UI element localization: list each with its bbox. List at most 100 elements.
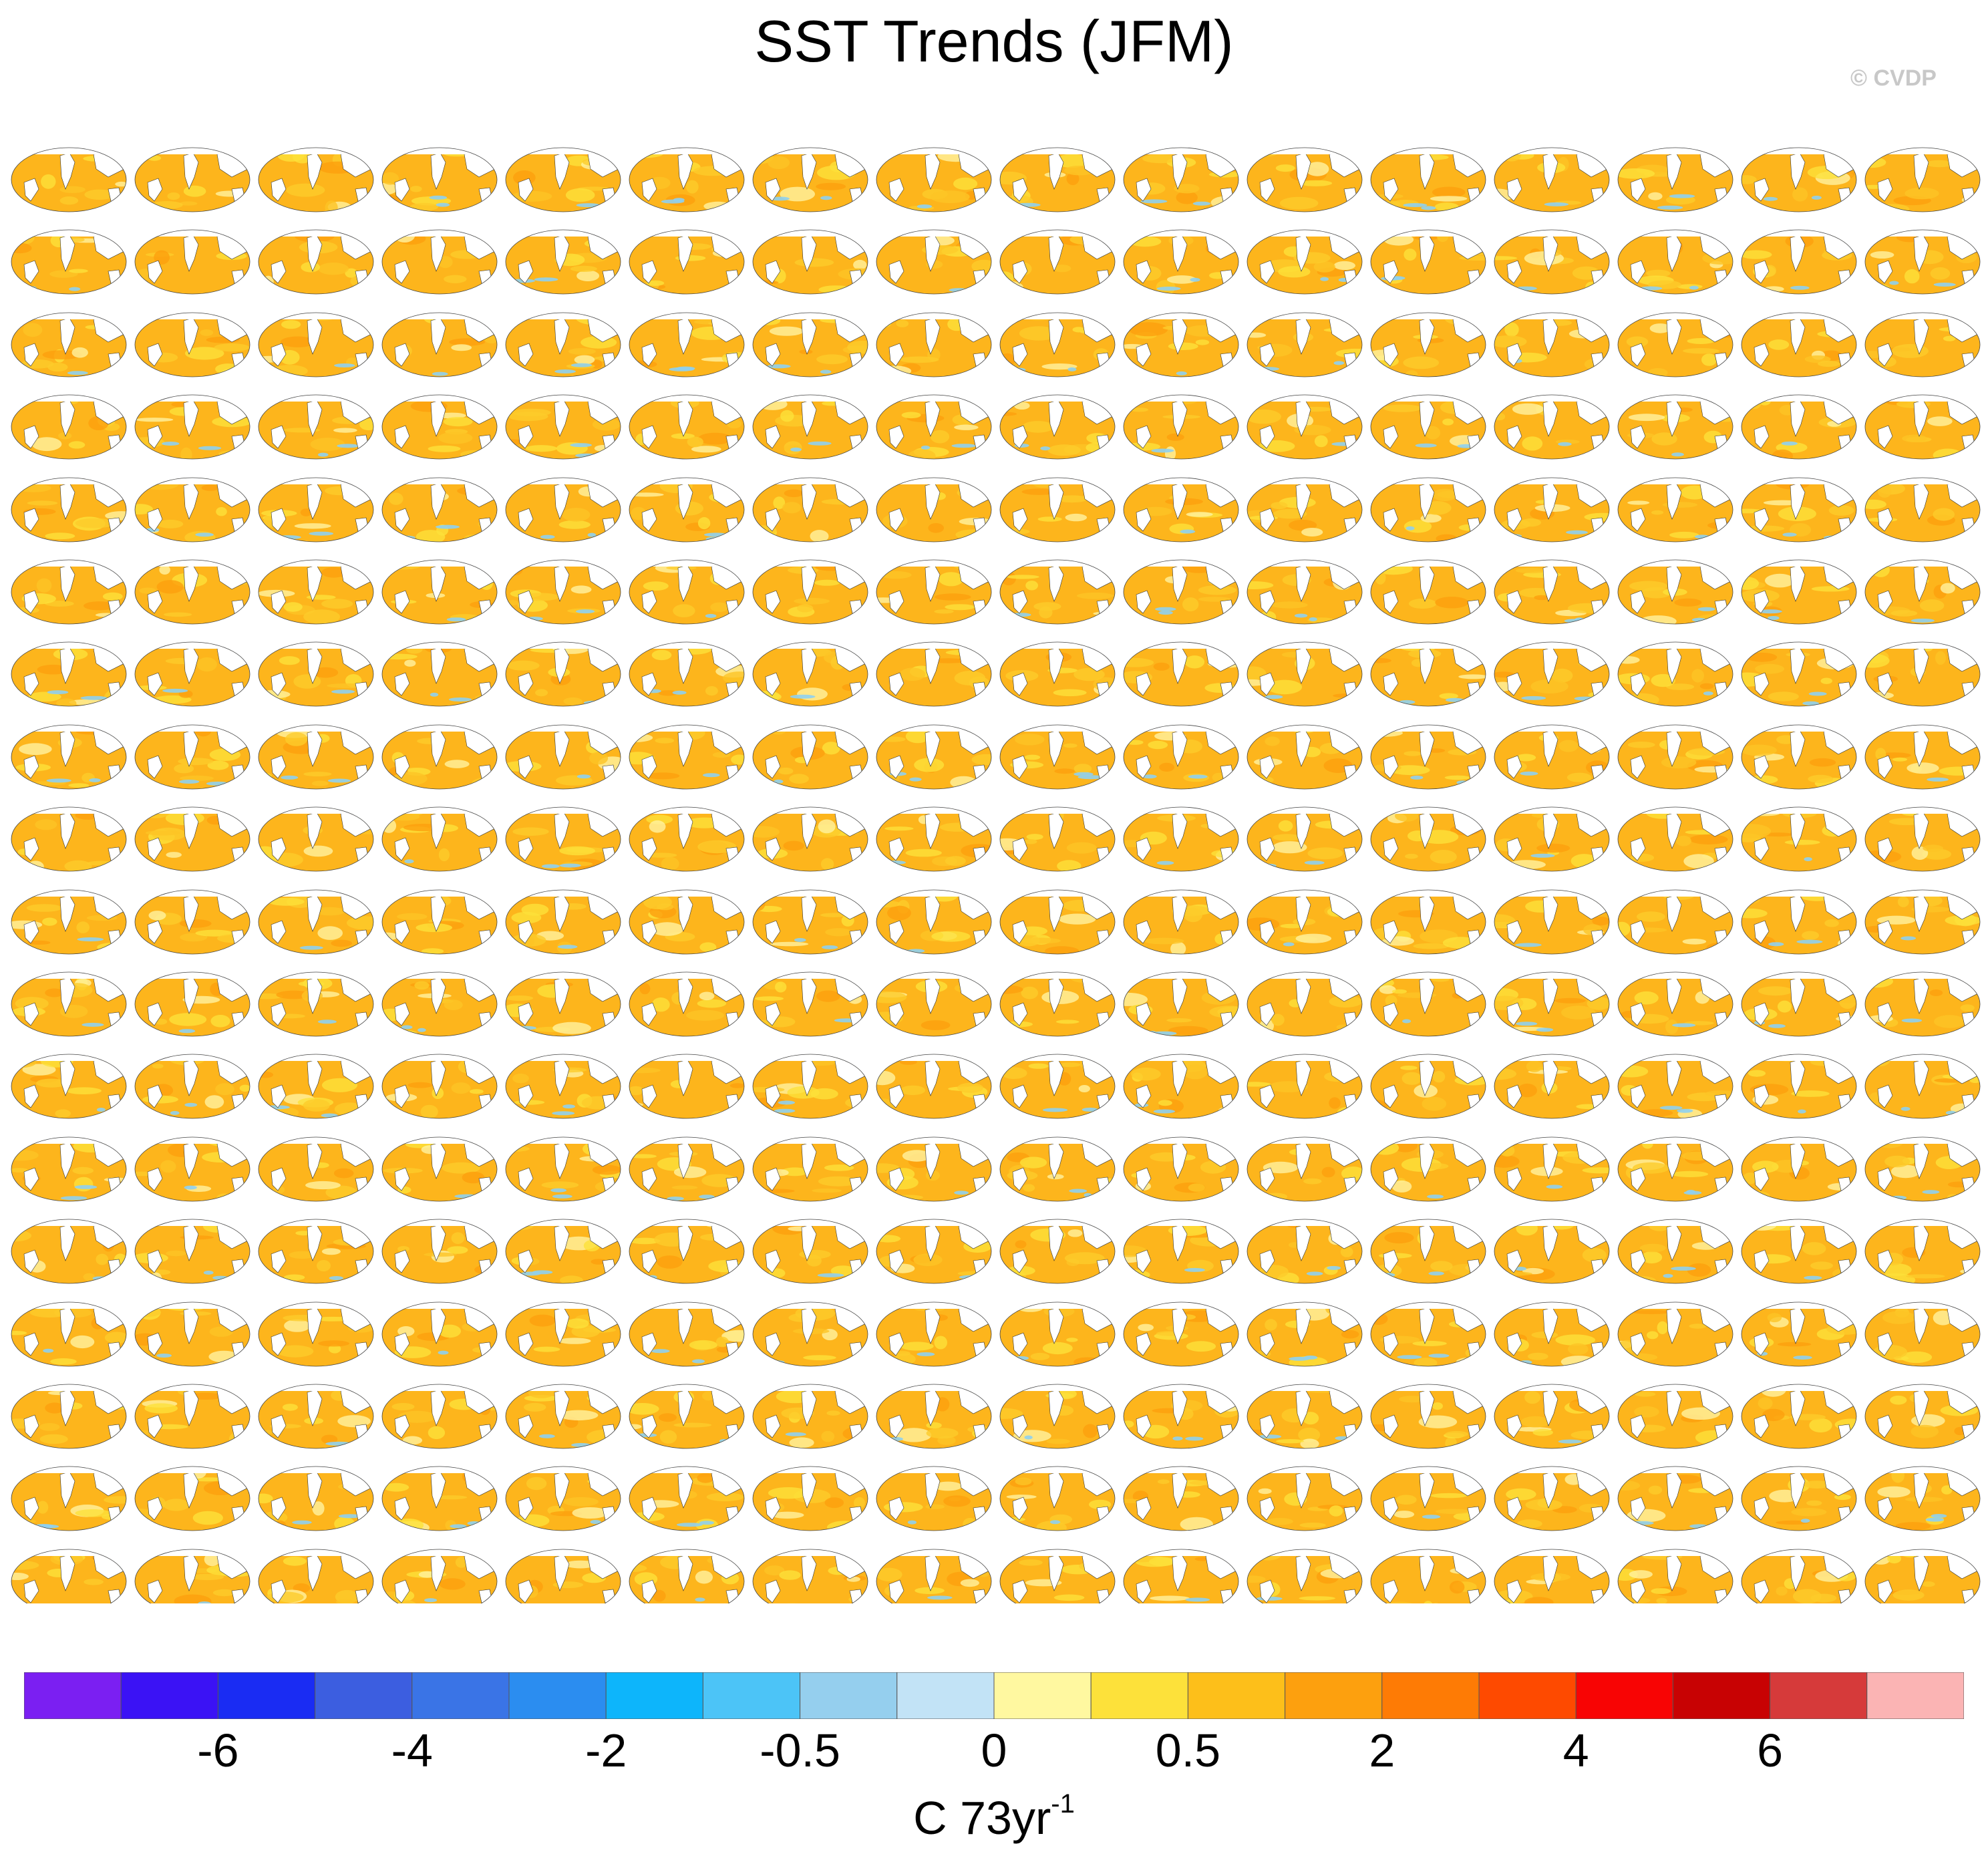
- trend-map-panel: [1862, 136, 1983, 216]
- trend-map-panel: [502, 136, 624, 216]
- trend-map-panel: [750, 383, 871, 463]
- trend-map-panel: [502, 1372, 624, 1452]
- trend-map-panel: [750, 1207, 871, 1287]
- trend-map-panel: [1615, 960, 1736, 1040]
- trend-map-panel: [1491, 713, 1613, 793]
- trend-map-panel: [255, 1042, 377, 1122]
- trend-map-panel: [1491, 795, 1613, 875]
- trend-map-panel: [1120, 1454, 1242, 1535]
- trend-map-panel: [132, 713, 253, 793]
- trend-map-panel: [255, 1372, 377, 1452]
- trend-map-panel: [255, 548, 377, 628]
- colorbar-tick-label: 0: [981, 1724, 1007, 1776]
- colorbar-segment: [508, 1672, 607, 1719]
- trend-map-panel: [1367, 630, 1489, 710]
- colorbar-segment: [24, 1672, 122, 1719]
- trend-map-panel: [255, 383, 377, 463]
- trend-map-panel: [1244, 1290, 1365, 1370]
- trend-map-panel: [1862, 713, 1983, 793]
- trend-map-panel: [1367, 1042, 1489, 1122]
- trend-map-panel: [255, 218, 377, 298]
- colorbar-units: C 73yr-1: [913, 1789, 1075, 1844]
- trend-map-panel: [626, 466, 748, 546]
- trend-map-panel: [997, 795, 1118, 875]
- trend-map-panel: [1491, 1125, 1613, 1205]
- trend-map-panel: [255, 960, 377, 1040]
- trend-map-panel: [873, 1290, 995, 1370]
- trend-map-panel: [997, 1537, 1118, 1603]
- trend-map-panel: [1120, 136, 1242, 216]
- trend-map-panel: [1738, 1537, 1860, 1603]
- trend-map-panel: [379, 1454, 500, 1535]
- trend-map-panel: [502, 960, 624, 1040]
- trend-map-panel: [1244, 713, 1365, 793]
- colorbar-segment: [217, 1672, 316, 1719]
- trend-map-panel: [997, 1372, 1118, 1452]
- trend-map-panel: [997, 548, 1118, 628]
- trend-map-panel: [997, 301, 1118, 381]
- trend-map-panel: [873, 1537, 995, 1603]
- colorbar-segment: [1090, 1672, 1188, 1719]
- trend-map-panel: [1120, 466, 1242, 546]
- colorbar-segment: [1478, 1672, 1577, 1719]
- trend-map-panel: [1862, 795, 1983, 875]
- trend-map-panel: [626, 1454, 748, 1535]
- trend-map-panel: [1120, 630, 1242, 710]
- trend-map-panel: [8, 548, 130, 628]
- trend-map-panel: [626, 1207, 748, 1287]
- trend-map-panel: [379, 466, 500, 546]
- colorbar-tick-label: 4: [1562, 1724, 1589, 1776]
- trend-map-panel: [379, 1372, 500, 1452]
- trend-map-panel: [626, 301, 748, 381]
- trend-map-panel: [1367, 878, 1489, 958]
- trend-map-panel: [8, 795, 130, 875]
- trend-map-panel: [1615, 1042, 1736, 1122]
- trend-map-panel: [1862, 630, 1983, 710]
- trend-map-panel: [626, 1372, 748, 1452]
- colorbar-tick-label: -6: [197, 1724, 239, 1776]
- trend-map-panel: [1615, 301, 1736, 381]
- trend-map-panel: [1738, 466, 1860, 546]
- trend-map-panel: [255, 301, 377, 381]
- trend-map-panel: [997, 1042, 1118, 1122]
- trend-map-panel: [626, 218, 748, 298]
- trend-map-panel: [1491, 1042, 1613, 1122]
- trend-map-panel: [1615, 1207, 1736, 1287]
- trend-map-panel: [997, 383, 1118, 463]
- trend-map-panel: [132, 466, 253, 546]
- trend-map-panel: [379, 548, 500, 628]
- trend-map-panel: [1862, 548, 1983, 628]
- trend-map-panel: [1244, 1372, 1365, 1452]
- trend-map-panel: [626, 713, 748, 793]
- trend-map-panel: [873, 1454, 995, 1535]
- trend-map-panel: [1491, 1372, 1613, 1452]
- trend-map-panel: [873, 878, 995, 958]
- trend-map-panel: [1862, 1207, 1983, 1287]
- trend-map-panel: [750, 301, 871, 381]
- colorbar-svg: [24, 1672, 1964, 1719]
- panel-grid: [8, 136, 1983, 1603]
- trend-map-panel: [8, 713, 130, 793]
- trend-map-panel: [1367, 1207, 1489, 1287]
- trend-map-panel: [1120, 548, 1242, 628]
- trend-map-panel: [626, 1125, 748, 1205]
- colorbar-segment: [1187, 1672, 1286, 1719]
- trend-map-panel: [379, 960, 500, 1040]
- trend-map-panel: [1738, 795, 1860, 875]
- trend-map-panel: [1244, 1207, 1365, 1287]
- colorbar-segment: [702, 1672, 801, 1719]
- trend-map-panel: [750, 1290, 871, 1370]
- trend-map-panel: [1120, 1537, 1242, 1603]
- trend-map-panel: [1862, 1290, 1983, 1370]
- trend-map-panel: [255, 713, 377, 793]
- trend-map-panel: [997, 1454, 1118, 1535]
- trend-map-panel: [132, 301, 253, 381]
- trend-map-panel: [1367, 136, 1489, 216]
- trend-map-panel: [8, 960, 130, 1040]
- trend-map-panel: [1244, 383, 1365, 463]
- colorbar-segment: [315, 1672, 413, 1719]
- trend-map-panel: [873, 1042, 995, 1122]
- trend-map-panel: [1738, 1042, 1860, 1122]
- trend-map-panel: [997, 466, 1118, 546]
- colorbar-tick-label: -2: [585, 1724, 627, 1776]
